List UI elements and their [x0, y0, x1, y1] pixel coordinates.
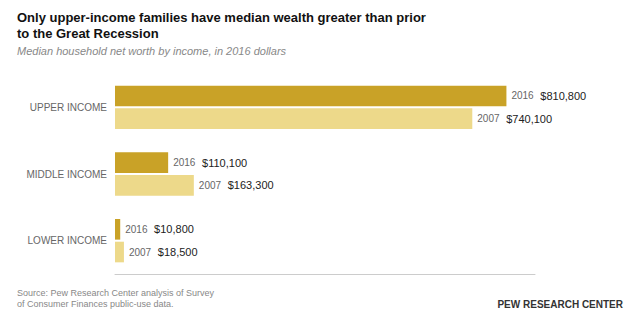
svg-text:2007: 2007 [199, 180, 222, 191]
svg-text:$18,500: $18,500 [158, 246, 198, 258]
svg-text:$10,800: $10,800 [154, 223, 194, 235]
svg-text:Median household net worth by: Median household net worth by income, in… [17, 45, 287, 57]
svg-text:UPPER INCOME: UPPER INCOME [30, 102, 108, 113]
svg-text:to the Great Recession: to the Great Recession [17, 26, 159, 41]
svg-text:PEW RESEARCH CENTER: PEW RESEARCH CENTER [497, 299, 623, 310]
svg-text:$110,100: $110,100 [202, 157, 247, 169]
svg-text:Source: Pew Research Center an: Source: Pew Research Center analysis of … [17, 288, 215, 298]
svg-text:2007: 2007 [129, 247, 152, 258]
svg-text:MIDDLE INCOME: MIDDLE INCOME [26, 169, 107, 180]
svg-text:Only upper-income families hav: Only upper-income families have median w… [17, 10, 426, 25]
svg-text:$740,100: $740,100 [506, 113, 552, 125]
svg-text:2016: 2016 [511, 90, 534, 101]
svg-text:2007: 2007 [477, 113, 500, 124]
svg-text:LOWER INCOME: LOWER INCOME [28, 235, 108, 246]
svg-text:$163,300: $163,300 [228, 179, 274, 191]
svg-text:$810,800: $810,800 [540, 90, 586, 102]
svg-text:of Consumer Finances public-us: of Consumer Finances public-use data. [17, 299, 174, 309]
svg-text:2016: 2016 [125, 224, 148, 235]
svg-text:2016: 2016 [173, 157, 196, 168]
